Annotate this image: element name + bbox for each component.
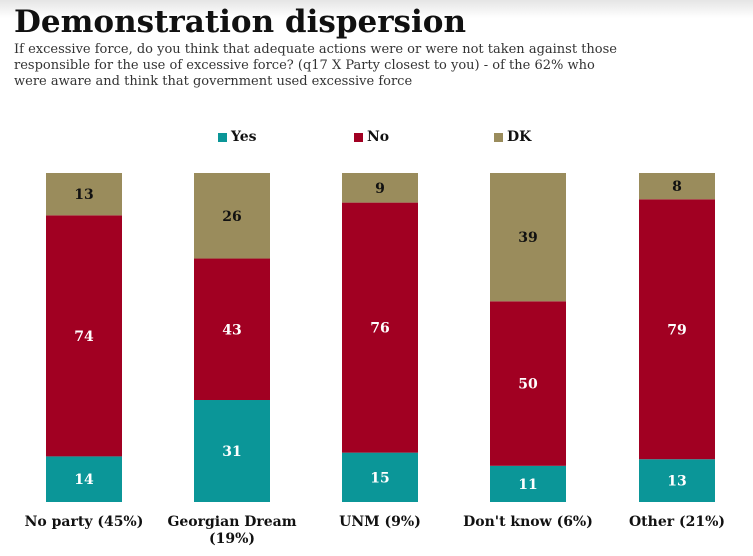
legend-label-dk: DK — [507, 129, 532, 145]
bar-segment-dk-georgian-dream — [194, 173, 270, 259]
legend-label-yes: Yes — [231, 129, 257, 145]
bar-segment-yes-unm — [342, 452, 418, 502]
category-label-unm: UNM (9%) — [339, 514, 421, 530]
legend-label-no: No — [367, 129, 390, 145]
category-label-no-party: No party (45%) — [25, 514, 144, 530]
top-shade-strip — [0, 0, 753, 18]
data-label-dk-georgian-dream: 26 — [222, 209, 241, 225]
data-label-yes-don-t-know: 11 — [518, 477, 537, 493]
data-label-no-no-party: 74 — [74, 329, 94, 345]
data-label-dk-no-party: 13 — [74, 187, 93, 203]
category-label-don-t-know: Don't know (6%) — [463, 514, 593, 530]
bar-segment-no-unm — [342, 202, 418, 453]
legend-swatch-yes — [218, 132, 227, 142]
legend-item-yes: Yes — [218, 128, 257, 146]
bar-segment-yes-no-party — [46, 456, 122, 502]
legend-swatch-no — [354, 132, 363, 142]
legend-item-no: No — [354, 128, 389, 146]
category-label-other: Other (21%) — [629, 514, 725, 530]
bar-segment-yes-georgian-dream — [194, 400, 270, 502]
data-label-dk-other: 8 — [672, 179, 682, 195]
data-label-dk-don-t-know: 39 — [518, 230, 537, 246]
bar-segment-dk-no-party — [46, 173, 122, 216]
data-label-yes-georgian-dream: 31 — [222, 444, 241, 460]
data-label-no-georgian-dream: 43 — [222, 322, 241, 338]
chart-title: Demonstration dispersion — [14, 4, 466, 40]
category-label-georgian-dream: Georgian Dream (19%) — [167, 514, 296, 547]
data-label-yes-other: 13 — [667, 474, 686, 490]
legend-swatch-dk — [494, 132, 503, 142]
data-label-no-unm: 76 — [370, 321, 389, 337]
data-label-dk-unm: 9 — [375, 181, 385, 197]
data-label-no-other: 79 — [667, 322, 686, 338]
bar-segment-dk-other — [639, 173, 715, 200]
bar-segment-dk-unm — [342, 173, 418, 203]
bar-segment-no-don-t-know — [490, 301, 566, 466]
data-label-no-don-t-know: 50 — [518, 377, 538, 393]
data-label-yes-unm: 15 — [370, 470, 389, 486]
bar-segment-no-georgian-dream — [194, 258, 270, 401]
bar-segment-yes-other — [639, 459, 715, 502]
chart-legend: Yes No DK — [218, 128, 568, 146]
bar-segment-no-other — [639, 199, 715, 460]
chart-subtitle: If excessive force, do you think that ad… — [14, 42, 617, 89]
bar-segment-dk-don-t-know — [490, 173, 566, 302]
bar-segment-yes-don-t-know — [490, 465, 566, 502]
bar-segment-no-no-party — [46, 215, 122, 457]
legend-item-dk: DK — [494, 128, 531, 146]
data-label-yes-no-party: 14 — [74, 472, 94, 488]
